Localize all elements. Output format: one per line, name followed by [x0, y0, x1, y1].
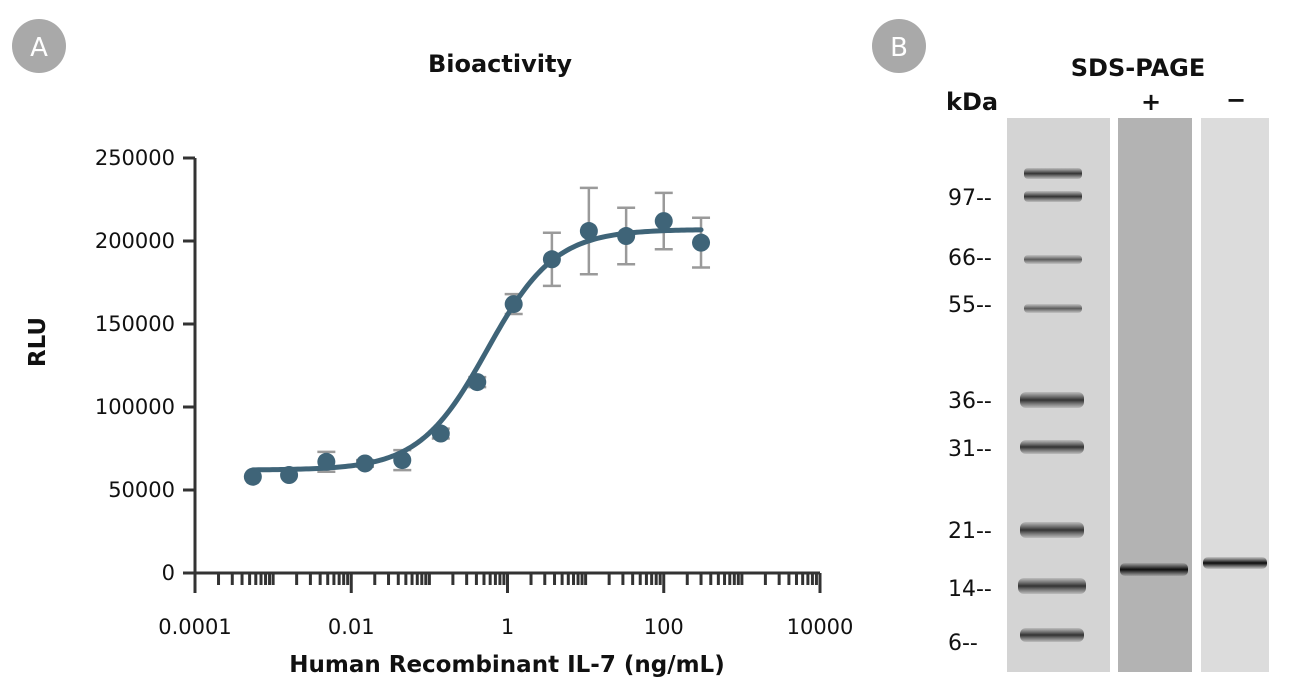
y-tick-label: 150000 [95, 312, 175, 336]
ladder-band [1020, 440, 1084, 454]
ladder-band [1024, 191, 1082, 202]
data-point [356, 454, 375, 473]
data-point [504, 295, 523, 314]
x-tick-label: 100 [644, 615, 684, 639]
marker-97: 97-- [948, 186, 992, 211]
data-point [654, 212, 673, 231]
panel-b-sds-page: B SDS-PAGE kDa + − 97-- [870, 0, 1304, 698]
data-point [431, 424, 450, 443]
ladder-band [1024, 304, 1082, 313]
x-tick-label: 1 [501, 615, 514, 639]
lane-plus-label: + [1141, 88, 1161, 116]
bioactivity-chart: A Bioactivity RLU Human Recombinant IL-7… [12, 19, 854, 678]
ladder-band [1020, 628, 1084, 642]
panel-a-badge-circle [12, 19, 66, 73]
axes-layer: 0 50000 100000 150000 200000 250000 0.0001 0.01… [95, 146, 854, 639]
ladder-band [1020, 392, 1084, 408]
marker-21: 21-- [948, 519, 992, 544]
gel-lane-plus [1118, 118, 1192, 672]
y-tick-label: 250000 [95, 146, 175, 170]
ladder-band [1020, 522, 1084, 538]
panel-a-badge: A [30, 33, 48, 63]
marker-55: 55-- [948, 293, 992, 318]
gel-title: SDS-PAGE [1071, 54, 1206, 82]
data-point [468, 373, 487, 392]
y-tick-label: 0 [162, 561, 175, 585]
kda-label: kDa [946, 88, 998, 116]
plus-lane-band [1120, 563, 1188, 576]
x-tick-label: 0.0001 [158, 615, 231, 639]
fit-curve [250, 227, 704, 473]
minus-lane-bg [1201, 118, 1269, 672]
ladder-band [1024, 255, 1082, 264]
data-point [692, 233, 711, 252]
marker-31: 31-- [948, 437, 992, 462]
y-tick-label: 50000 [108, 478, 175, 502]
marker-14: 14-- [948, 577, 992, 602]
marker-36: 36-- [948, 389, 992, 414]
plus-lane-bg [1118, 118, 1192, 672]
data-point [243, 467, 262, 486]
panel-b-badge-circle [872, 19, 926, 73]
sds-page-figure: B SDS-PAGE kDa + − 97-- [872, 19, 1269, 672]
data-point [317, 452, 336, 471]
x-tick-label: 0.01 [328, 615, 375, 639]
marker-6: 6-- [948, 631, 978, 656]
ladder-band [1018, 578, 1086, 594]
x-tick-label: 10000 [787, 615, 854, 639]
y-axis-label: RLU [25, 317, 51, 367]
lane-minus-label: − [1226, 86, 1246, 114]
panel-a-bioactivity: A Bioactivity RLU Human Recombinant IL-7… [12, 19, 854, 678]
marker-66: 66-- [948, 246, 992, 271]
y-tick-label: 200000 [95, 229, 175, 253]
y-tick-label: 100000 [95, 395, 175, 419]
fit-layer [250, 227, 704, 473]
data-point [579, 222, 598, 241]
chart-title: Bioactivity [428, 50, 572, 78]
data-point [542, 250, 561, 269]
ladder-band [1024, 168, 1082, 179]
data-point [617, 227, 636, 246]
minus-lane-band [1203, 557, 1267, 569]
point-layer [243, 212, 711, 486]
data-point [393, 451, 412, 470]
panel-b-badge: B [890, 33, 908, 63]
gel-lane-ladder [1007, 118, 1110, 672]
gel-lane-minus [1201, 118, 1269, 672]
data-point [280, 466, 299, 485]
x-axis-label: Human Recombinant IL-7 (ng/mL) [289, 652, 724, 678]
